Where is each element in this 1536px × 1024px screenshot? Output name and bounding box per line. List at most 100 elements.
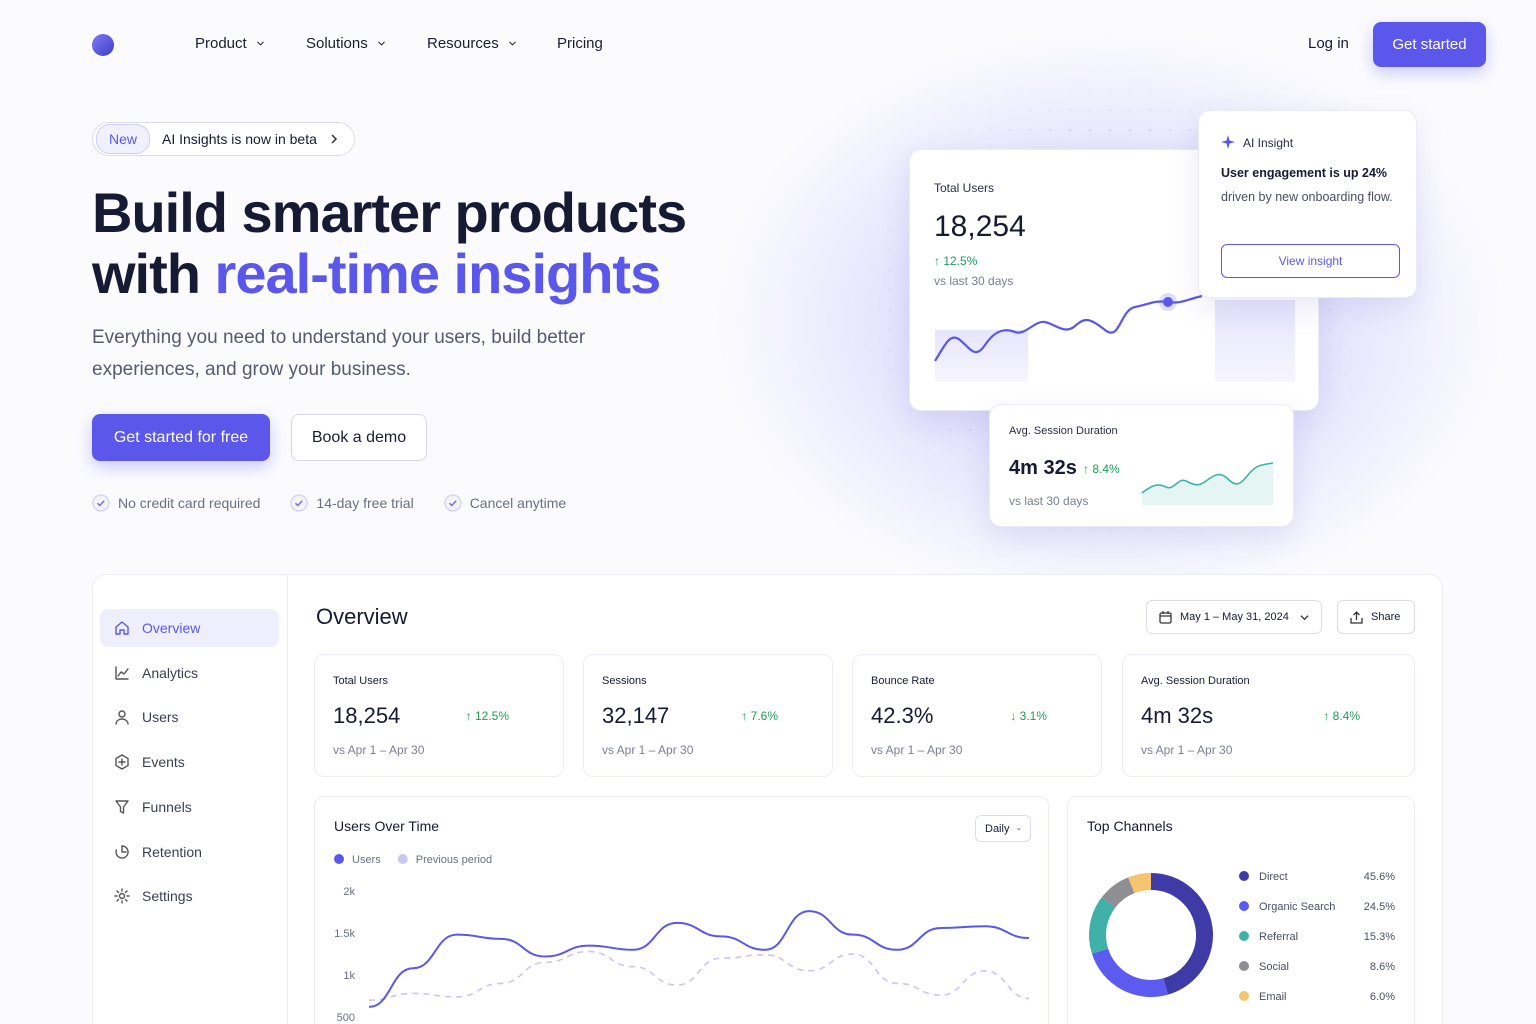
check-label: Cancel anytime — [469, 495, 567, 511]
session-card: Avg. Session Duration 4m 32s ↑ 8.4% vs l… — [989, 404, 1294, 527]
login-link[interactable]: Log in — [1308, 35, 1349, 52]
channels-panel: Top Channels Direct 45.6% Organic Search 24.… — [1067, 796, 1415, 1024]
chevron-icon — [1300, 614, 1309, 620]
icon — [114, 888, 130, 904]
badge: New — [96, 124, 151, 154]
icon — [115, 800, 129, 814]
card-label: Avg. Session Duration — [1009, 425, 1118, 437]
check-label: No credit card required — [118, 495, 261, 511]
icon-path — [256, 41, 264, 46]
y-tick-label: 1k — [343, 970, 355, 982]
legend-label: Users — [352, 854, 381, 866]
date-picker[interactable]: May 1 – May 31, 2024 — [1146, 600, 1322, 634]
kpi-card: Sessions 32,147 ↑ 7.6% vs Apr 1 – Apr 30 — [583, 654, 833, 777]
nav-link[interactable]: Solutions — [306, 35, 387, 52]
sparkline-path — [934, 294, 1203, 362]
decor-bar — [1215, 300, 1295, 382]
kpi-value: 4m 32s — [1141, 703, 1214, 728]
sparkline — [934, 293, 1295, 382]
sidebar-item[interactable]: Retention — [100, 833, 279, 871]
check-icon — [290, 494, 308, 512]
sparkline-area — [1142, 463, 1273, 505]
kpi-note: vs Apr 1 – Apr 30 — [871, 743, 963, 757]
check-circle — [444, 494, 462, 512]
line-series — [368, 950, 1030, 1001]
line-series — [368, 910, 1030, 1008]
granularity-select[interactable]: Daily — [975, 815, 1031, 842]
announcement: AI Insights is now in beta — [162, 131, 317, 147]
nav-link[interactable]: Pricing — [557, 35, 603, 52]
donut-segment — [1101, 877, 1135, 908]
granularity: Daily — [985, 822, 1010, 835]
sidebar-item[interactable]: Events — [100, 743, 279, 781]
kpi-change: ↑ 12.5% — [465, 709, 509, 723]
logo[interactable] — [92, 34, 114, 56]
icon-path — [114, 888, 130, 904]
nav-link[interactable]: Resources — [427, 35, 518, 52]
check-circle — [92, 494, 110, 512]
sidebar-item[interactable]: Analytics — [100, 654, 279, 692]
dashboard-title: Overview — [316, 604, 408, 629]
kpi-row: 42.3% ↓ 3.1% — [871, 703, 1083, 729]
hero-subtitle: Everything you need to understand your u… — [92, 327, 586, 380]
kpi-label: Sessions — [602, 675, 647, 687]
line-chart: Users Over Time Users Previous period 2k 1.5… — [334, 818, 1030, 1024]
kpi-value: 32,147 — [602, 703, 670, 728]
card-label: AI Insight — [1243, 136, 1294, 150]
value-label: 15.3% — [1364, 931, 1395, 943]
legend-label: Email — [1259, 991, 1287, 1003]
donut-segment — [1091, 948, 1168, 997]
kpi-note: vs Apr 1 – Apr 30 — [602, 743, 694, 757]
legend-dot — [1239, 931, 1249, 941]
check-item: No credit card required — [92, 494, 260, 512]
kpi-change: ↑ 8.4% — [1323, 709, 1360, 723]
nav-link-label: Pricing — [557, 35, 603, 52]
share-button[interactable]: Share — [1337, 600, 1415, 634]
sidebar-item[interactable]: Overview — [100, 609, 279, 647]
check-mark — [97, 500, 105, 507]
icon-path — [115, 665, 129, 680]
date-range: May 1 – May 31, 2024 — [1180, 611, 1289, 623]
kpi-note: vs Apr 1 – Apr 30 — [333, 743, 425, 757]
card-value: 4m 32s — [1009, 457, 1077, 479]
view-insight-button[interactable]: View insight — [1221, 244, 1400, 278]
nav-link-label: Product — [195, 35, 247, 52]
legend-dot — [1239, 871, 1249, 881]
card-note: vs last 30 days — [1009, 494, 1089, 508]
y-tick-label: 1.5k — [334, 928, 355, 940]
card-change: ↑ 12.5% — [934, 254, 978, 268]
icon-path — [115, 844, 129, 859]
secondary-cta[interactable]: Book a demo — [291, 414, 427, 461]
sidebar-item[interactable]: Settings — [100, 877, 279, 915]
card-value: 18,254 — [934, 210, 1026, 243]
icon-path — [508, 41, 516, 46]
share-icon — [1350, 610, 1363, 624]
kpi-row: 32,147 ↑ 7.6% — [602, 703, 814, 729]
icon-path — [115, 754, 129, 770]
card-change: ↑ 8.4% — [1083, 462, 1120, 476]
check-circle — [290, 494, 308, 512]
nav-cta[interactable]: Get started — [1373, 22, 1486, 67]
nav-link-label: Solutions — [306, 35, 368, 52]
kpi-card: Total Users 18,254 ↑ 12.5% vs Apr 1 – Apr 3… — [314, 654, 564, 777]
announcement-pill[interactable]: New AI Insights is now in beta — [92, 122, 355, 156]
sidebar-label: Retention — [142, 843, 202, 860]
value-label: 24.5% — [1364, 901, 1395, 913]
legend-label: Social — [1259, 961, 1289, 973]
icon — [377, 41, 385, 46]
sidebar-item[interactable]: Users — [100, 698, 279, 736]
icon-path — [115, 800, 129, 814]
check-mark — [448, 500, 457, 507]
kpi-row: 4m 32s ↑ 8.4% — [1141, 703, 1396, 729]
primary-cta[interactable]: Get started for free — [92, 414, 270, 461]
sidebar-item[interactable]: Funnels — [100, 788, 279, 826]
title-line: with — [92, 242, 201, 305]
sidebar-label: Analytics — [142, 664, 199, 681]
donut-chart: Top Channels Direct 45.6% Organic Search 24.… — [1087, 818, 1395, 1003]
y-tick-label: 2k — [343, 886, 355, 898]
sidebar — [92, 574, 288, 1024]
title-highlight: real-time insights — [214, 242, 662, 305]
card-label: Total Users — [934, 181, 995, 195]
nav-link[interactable]: Product — [195, 35, 266, 52]
